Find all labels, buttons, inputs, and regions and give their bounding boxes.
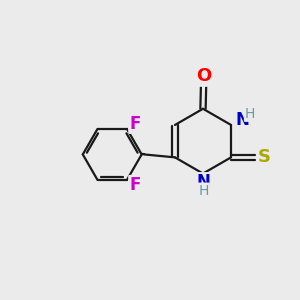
Text: S: S <box>257 148 271 166</box>
Text: N: N <box>197 173 211 191</box>
Text: O: O <box>196 68 211 85</box>
Text: H: H <box>198 184 209 198</box>
Text: F: F <box>130 176 141 194</box>
Text: H: H <box>245 107 255 121</box>
Text: N: N <box>235 111 249 129</box>
Text: F: F <box>130 115 141 133</box>
